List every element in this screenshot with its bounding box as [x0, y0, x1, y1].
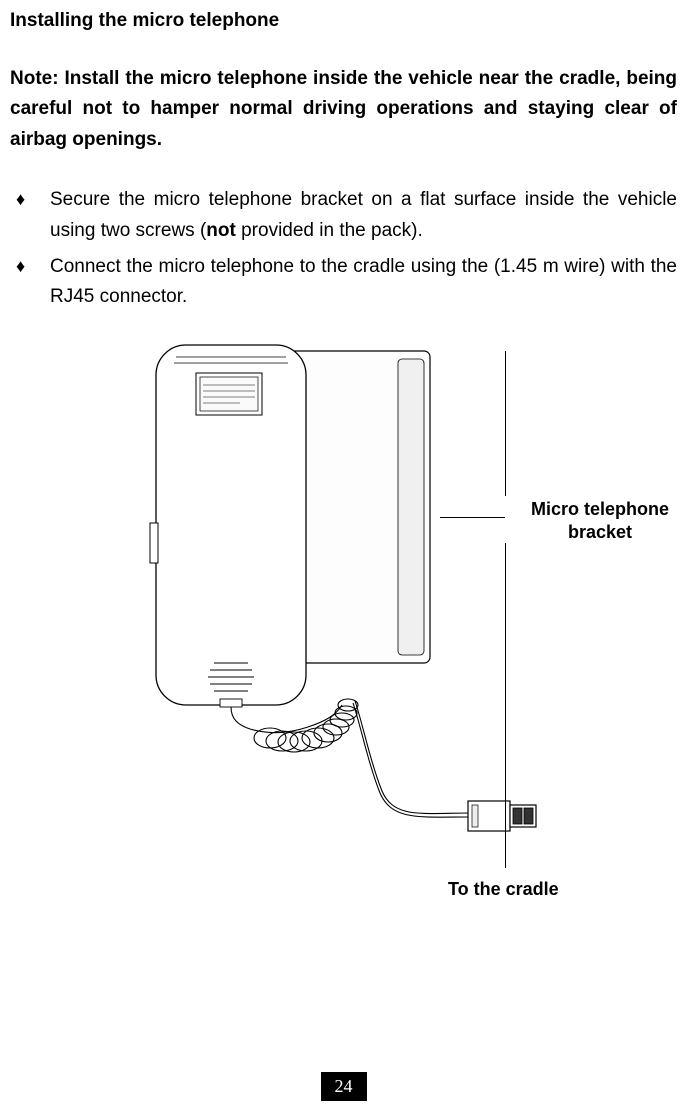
diagram-area: Micro telephone bracket To the cradle	[10, 343, 677, 903]
bullet-text-bold: not	[206, 220, 236, 241]
callout-line-bottom	[505, 543, 506, 868]
label-bracket-line2: bracket	[568, 522, 632, 542]
callout-line-top	[505, 351, 506, 496]
bullet-item: Connect the micro telephone to the cradl…	[10, 252, 677, 313]
bullet-item: Secure the micro telephone bracket on a …	[10, 185, 677, 246]
section-heading: Installing the micro telephone	[10, 10, 677, 32]
label-bracket: Micro telephone bracket	[515, 498, 685, 545]
bullet-text-post: provided in the pack).	[236, 220, 423, 241]
label-bracket-line1: Micro telephone	[531, 499, 669, 519]
page-number: 24	[321, 1072, 367, 1101]
handset-diagram	[120, 343, 540, 853]
note-body: Install the micro telephone inside the v…	[10, 68, 677, 150]
callout-connector	[440, 517, 505, 518]
bullet-list: Secure the micro telephone bracket on a …	[10, 185, 677, 313]
note-paragraph: Note: Install the micro telephone inside…	[10, 64, 677, 155]
bullet-text-pre: Connect the micro telephone to the cradl…	[50, 256, 677, 307]
note-prefix: Note:	[10, 68, 64, 89]
label-cradle: To the cradle	[448, 879, 559, 900]
